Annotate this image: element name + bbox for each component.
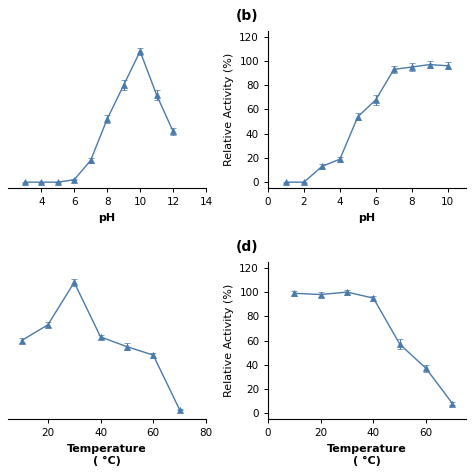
Text: (d): (d) <box>236 240 258 254</box>
Y-axis label: Relative Activity (%): Relative Activity (%) <box>224 284 234 397</box>
Text: (b): (b) <box>236 9 258 23</box>
X-axis label: pH: pH <box>99 213 116 223</box>
X-axis label: Temperature
( °C): Temperature ( °C) <box>327 444 407 465</box>
X-axis label: Temperature
( °C): Temperature ( °C) <box>67 444 147 465</box>
Y-axis label: Relative Activity (%): Relative Activity (%) <box>224 53 234 166</box>
X-axis label: pH: pH <box>358 213 375 223</box>
